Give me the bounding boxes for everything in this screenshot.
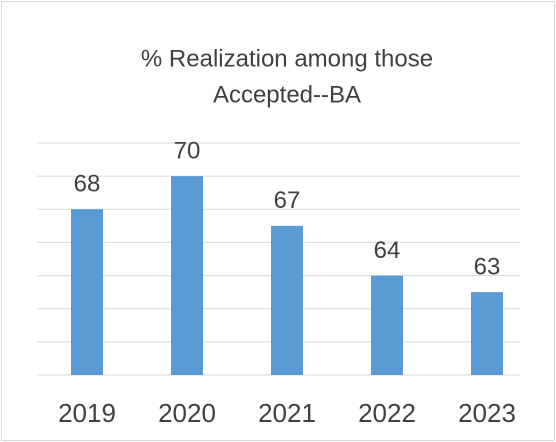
data-label: 64 [374, 237, 401, 264]
chart-title: Accepted--BA [213, 81, 361, 108]
data-label: 68 [74, 171, 101, 198]
data-label: 67 [274, 187, 301, 214]
x-tick-label: 2023 [458, 398, 516, 428]
chart-title: % Realization among those [141, 45, 433, 72]
data-label: 63 [474, 253, 501, 280]
x-tick-label: 2020 [158, 398, 216, 428]
x-tick-label: 2021 [258, 398, 316, 428]
data-label: 70 [174, 137, 201, 164]
x-tick-label: 2019 [58, 398, 116, 428]
bar [71, 209, 103, 375]
bar [371, 275, 403, 375]
bar [471, 292, 503, 375]
x-tick-label: 2022 [358, 398, 416, 428]
bar [271, 225, 303, 375]
bar [171, 176, 203, 375]
